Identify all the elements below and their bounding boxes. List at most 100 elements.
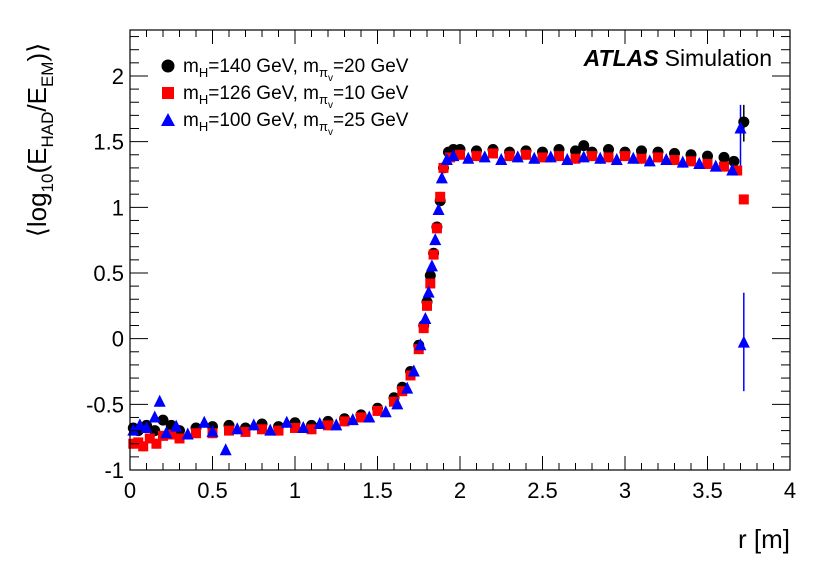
data-point-series-3 <box>140 420 153 433</box>
data-point-series-3 <box>170 419 183 432</box>
data-point-series-3 <box>478 150 491 163</box>
y-tick-label: 1 <box>112 195 124 220</box>
x-tick-label: 2 <box>454 478 466 503</box>
legend-marker-series-2 <box>162 87 174 99</box>
data-point-series-2 <box>356 412 366 423</box>
data-point-series-2 <box>719 161 729 172</box>
data-point-series-3 <box>264 423 277 436</box>
data-point-series-3 <box>346 413 359 426</box>
data-point-series-3 <box>160 426 173 439</box>
data-point-series-3 <box>594 151 607 164</box>
data-point-series-2 <box>587 151 597 162</box>
data-point-series-2 <box>397 386 408 397</box>
data-point-series-3 <box>610 153 623 166</box>
data-point-series-2 <box>702 158 713 169</box>
data-point-series-3 <box>462 151 475 164</box>
data-point-series-2 <box>422 300 432 311</box>
data-point-series-3 <box>407 364 420 377</box>
data-point-series-3 <box>577 150 590 163</box>
data-point-series-3 <box>676 155 689 168</box>
legend-label-series-1: mH=140 GeV, mπv=20 GeV <box>183 56 409 84</box>
x-axis-label: r [m] <box>738 524 790 554</box>
data-point-series-2 <box>257 424 267 435</box>
data-point-series-1 <box>718 151 730 163</box>
data-point-series-1 <box>728 155 740 167</box>
data-point-series-2 <box>504 151 515 162</box>
y-tick-label: 1.5 <box>93 130 124 155</box>
x-tick-label: 2.5 <box>527 478 558 503</box>
data-point-series-2 <box>389 396 399 407</box>
data-point-series-2 <box>620 151 630 162</box>
data-point-series-3 <box>313 417 326 430</box>
data-point-series-2 <box>306 424 317 435</box>
data-point-series-3 <box>511 150 524 163</box>
y-tick-label: 0 <box>112 327 124 352</box>
data-point-series-2 <box>339 416 350 427</box>
data-point-series-2 <box>732 165 743 176</box>
data-point-series-3 <box>432 202 445 215</box>
data-point-series-2 <box>425 278 436 289</box>
y-tick-label: -0.5 <box>86 392 124 417</box>
data-point-series-2 <box>471 151 482 162</box>
data-point-series-3 <box>280 415 293 428</box>
data-point-series-3 <box>422 285 435 298</box>
data-point-series-2 <box>521 149 531 160</box>
data-point-series-3 <box>425 259 438 272</box>
x-tick-label: 0 <box>124 478 136 503</box>
atlas-label: ATLAS Simulation <box>583 45 772 71</box>
data-point-series-2 <box>191 428 201 439</box>
data-point-series-2 <box>224 425 234 436</box>
y-tick-label: 2 <box>112 64 124 89</box>
data-point-series-2 <box>144 433 155 444</box>
data-point-series-2 <box>372 405 383 416</box>
data-point-series-3 <box>544 150 557 163</box>
data-point-series-3 <box>726 163 739 176</box>
data-point-series-2 <box>554 151 564 162</box>
x-tick-label: 3 <box>619 478 631 503</box>
legend-marker-series-3 <box>161 113 175 126</box>
data-point-series-1 <box>570 145 581 157</box>
data-point-series-2 <box>273 425 284 436</box>
data-point-series-3 <box>133 418 146 431</box>
data-point-series-2 <box>151 438 162 449</box>
data-point-series-3 <box>206 424 219 437</box>
data-point-series-2 <box>653 152 663 163</box>
data-point-series-2 <box>570 153 581 164</box>
data-point-series-2 <box>428 249 439 260</box>
data-point-series-3 <box>148 410 161 423</box>
data-point-series-2 <box>435 191 446 202</box>
data-point-series-1 <box>157 414 169 426</box>
data-point-series-1 <box>578 140 590 152</box>
x-tick-label: 3.5 <box>692 478 723 503</box>
data-point-series-3 <box>181 427 194 440</box>
data-point-series-3 <box>561 153 574 166</box>
data-point-series-3 <box>429 233 442 246</box>
legend-label-series-2: mH=126 GeV, mπv=10 GeV <box>183 83 409 111</box>
data-point-series-2 <box>636 153 647 164</box>
data-point-series-3 <box>440 153 453 166</box>
data-point-series-3 <box>330 418 343 431</box>
data-point-series-3 <box>435 171 448 184</box>
data-point-series-3 <box>219 443 232 456</box>
y-axis-ticks: -1 -0.5 0 0.5 1 1.5 2 <box>86 36 790 483</box>
data-point-series-2 <box>240 426 251 437</box>
data-point-series-3 <box>401 381 414 394</box>
legend-label-series-3: mH=100 GeV, mπv=25 GeV <box>183 110 409 138</box>
data-point-series-3 <box>737 335 750 348</box>
data-point-series-3 <box>693 156 706 169</box>
data-point-series-3 <box>643 154 656 167</box>
data-point-series-2 <box>686 156 696 167</box>
y-tick-label: 0.5 <box>93 261 124 286</box>
data-point-series-3 <box>414 338 427 351</box>
legend: mH=140 GeV, mπv=20 GeV mH=126 GeV, mπv=1… <box>161 56 409 138</box>
data-point-series-3 <box>660 153 673 166</box>
y-tick-label: -1 <box>104 458 124 483</box>
data-point-series-1 <box>702 150 713 162</box>
data-point-series-3 <box>231 422 244 435</box>
data-point-series-3 <box>734 121 747 134</box>
legend-marker-series-1 <box>161 59 175 73</box>
data-point-series-2 <box>603 152 614 163</box>
data-point-series-3 <box>379 405 392 418</box>
data-point-series-1 <box>636 145 647 157</box>
